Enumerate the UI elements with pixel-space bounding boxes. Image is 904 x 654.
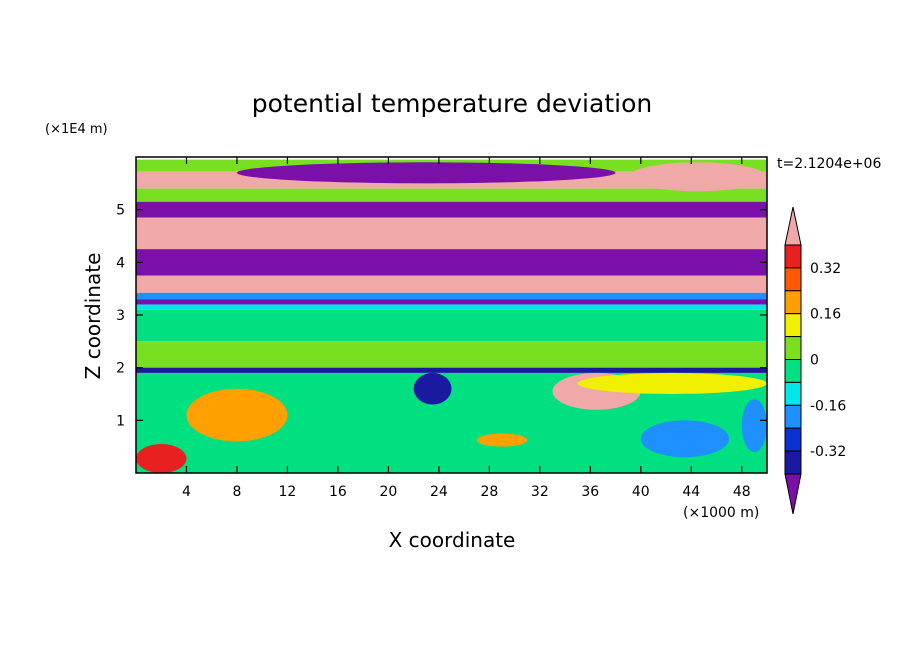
colorbar-label: 0.32 xyxy=(810,261,841,277)
y-axis-ticks: 1 2 3 4 5 xyxy=(116,203,767,429)
colorbar-box xyxy=(784,336,802,361)
field-band xyxy=(136,201,767,218)
colorbar-box xyxy=(784,290,802,315)
x-tick-label: 32 xyxy=(531,484,549,500)
colorbar-box xyxy=(784,404,802,429)
colorbar-label: 0.16 xyxy=(810,307,841,323)
field-feature xyxy=(136,444,187,473)
colorbar-bottom-triangle xyxy=(784,473,802,515)
colorbar-box xyxy=(784,381,802,406)
x-tick-label: 12 xyxy=(279,484,297,500)
colorbar-top-triangle xyxy=(784,206,802,246)
y-tick-label: 3 xyxy=(116,308,125,324)
y-tick-label: 1 xyxy=(116,413,125,429)
field-feature xyxy=(476,433,528,447)
colorbar-box xyxy=(784,313,802,338)
colorbar-box xyxy=(784,267,802,292)
field-band xyxy=(136,304,767,310)
y-tick-label: 4 xyxy=(116,255,125,271)
colorbar-label: -0.32 xyxy=(810,444,846,460)
field-band xyxy=(136,275,767,293)
colorbar-box xyxy=(784,450,802,475)
y-axis-label: Z coordinate xyxy=(81,253,105,380)
colorbar-box xyxy=(784,244,802,269)
y-tick-label: 2 xyxy=(116,361,125,377)
field-band xyxy=(136,367,767,373)
x-tick-label: 48 xyxy=(733,484,751,500)
x-tick-label: 4 xyxy=(182,484,191,500)
x-axis-ticks: 4 8 12 16 20 24 28 32 36 40 44 48 xyxy=(182,157,751,500)
contour-field xyxy=(136,159,767,473)
field-feature xyxy=(640,420,730,458)
x-axis-label: X coordinate xyxy=(389,528,516,552)
x-tick-label: 40 xyxy=(632,484,650,500)
colorbar-box xyxy=(784,427,802,452)
field-feature xyxy=(186,388,288,442)
x-unit-label: (×1000 m) xyxy=(683,505,759,521)
colorbar-box xyxy=(784,359,802,383)
colorbar-label: 0 xyxy=(810,353,819,369)
x-tick-label: 8 xyxy=(232,484,241,500)
field-band xyxy=(136,309,767,342)
x-tick-label: 28 xyxy=(480,484,498,500)
x-tick-label: 16 xyxy=(329,484,347,500)
field-band xyxy=(136,341,767,368)
field-feature xyxy=(628,162,767,192)
field-band xyxy=(136,249,767,276)
field-band xyxy=(136,299,767,305)
colorbar-label: -0.16 xyxy=(810,398,846,414)
x-tick-label: 24 xyxy=(430,484,448,500)
y-tick-label: 5 xyxy=(116,203,125,219)
x-tick-label: 44 xyxy=(682,484,700,500)
field-band xyxy=(136,188,767,202)
field-feature xyxy=(577,372,767,394)
field-feature xyxy=(236,162,616,184)
y-unit-label: (×1E4 m) xyxy=(45,122,108,137)
colorbar: 0.32 0.16 0 -0.16 -0.32 xyxy=(784,206,846,515)
x-tick-label: 36 xyxy=(581,484,599,500)
chart-title: potential temperature deviation xyxy=(252,89,652,118)
x-tick-label: 20 xyxy=(379,484,397,500)
field-band xyxy=(136,217,767,250)
time-label: t=2.1204e+06 xyxy=(777,156,881,172)
field-feature xyxy=(413,372,452,405)
field-band xyxy=(136,292,767,300)
field-feature xyxy=(741,399,767,452)
